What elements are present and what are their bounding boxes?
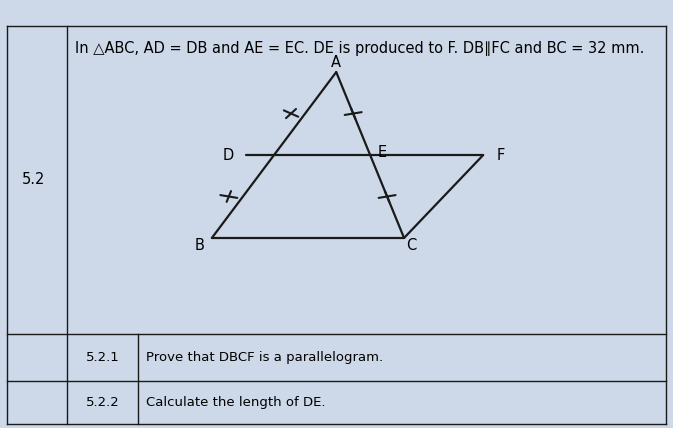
Text: A: A — [331, 55, 341, 70]
Text: B: B — [195, 238, 205, 253]
Text: 5.2: 5.2 — [22, 172, 45, 187]
Text: C: C — [406, 238, 417, 253]
Text: 5.2.1: 5.2.1 — [85, 351, 120, 364]
Text: Calculate the length of DE.: Calculate the length of DE. — [146, 396, 326, 409]
Text: E: E — [378, 145, 386, 160]
Text: 5.2.2: 5.2.2 — [85, 396, 120, 409]
Text: F: F — [497, 148, 505, 163]
Text: D: D — [222, 148, 234, 163]
Text: In △ABC, AD = DB and AE = EC. DE is produced to F. DB∥FC and BC = 32 mm.: In △ABC, AD = DB and AE = EC. DE is prod… — [75, 41, 645, 56]
Text: Prove that DBCF is a parallelogram.: Prove that DBCF is a parallelogram. — [146, 351, 383, 364]
